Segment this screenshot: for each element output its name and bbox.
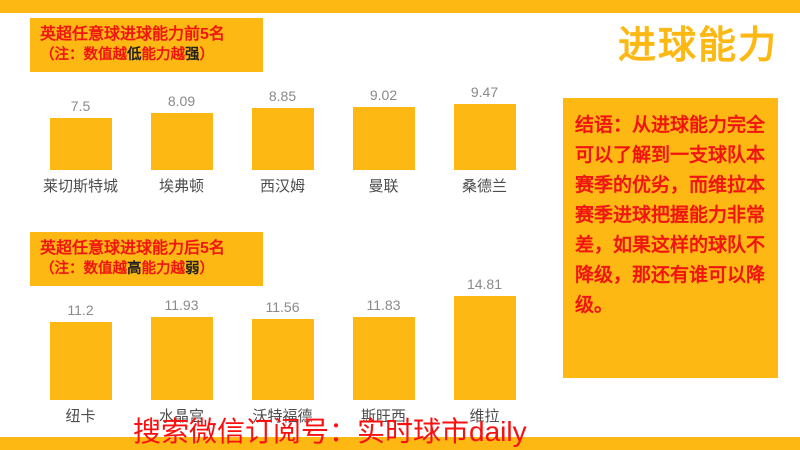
note-emphasis: 低 — [127, 46, 142, 63]
bar-value-label: 8.09 — [167, 93, 196, 110]
page-title: 进球能力 — [617, 25, 778, 67]
note-text: ） — [199, 260, 215, 277]
bottom5-header-title: 英超任意球进球能力后5名 — [40, 240, 225, 257]
bar-category-label: 沃特福德 — [252, 407, 313, 425]
top5-bar-chart: 7.5 莱切斯特城 8.09 埃弗顿 8.85 西汉姆 9.02 曼联 9.47 桑德兰 — [30, 82, 535, 196]
bar-value-label: 14.81 — [466, 276, 503, 293]
bar-value-label: 8.85 — [268, 88, 297, 105]
bar — [49, 321, 112, 400]
note-text: （注：数值越 — [40, 46, 127, 63]
top5-header-note: （注：数值越低能力越强） — [40, 46, 253, 66]
bar — [251, 108, 314, 170]
note-emphasis: 弱 — [185, 260, 200, 277]
bar-column: 14.81 维拉 — [434, 274, 535, 426]
bar-column: 9.02 曼联 — [333, 82, 434, 196]
top-border-strip — [0, 0, 800, 13]
bar-value-label: 9.47 — [470, 83, 499, 100]
bar-category-label: 纽卡 — [65, 407, 96, 425]
bar — [251, 319, 314, 400]
bottom-border-strip — [0, 437, 800, 450]
top5-header: 英超任意球进球能力前5名 （注：数值越低能力越强） — [30, 18, 263, 73]
bar — [352, 317, 415, 400]
bar-value-label: 7.5 — [70, 97, 91, 114]
bar-column: 7.5 莱切斯特城 — [30, 82, 131, 196]
note-text: （注：数值越 — [40, 260, 127, 277]
bar-category-label: 埃弗顿 — [158, 177, 204, 195]
note-text: ） — [199, 46, 215, 63]
bar-value-label: 11.93 — [164, 296, 199, 313]
bar-value-label: 11.2 — [67, 301, 94, 318]
bar-column: 11.83 斯旺西 — [333, 274, 434, 426]
bar-value-label: 9.02 — [369, 86, 398, 103]
bar — [49, 117, 112, 170]
note-emphasis: 强 — [185, 46, 200, 63]
bar-category-label: 西汉姆 — [259, 177, 305, 195]
bar-column: 9.47 桑德兰 — [434, 82, 535, 196]
bar-value-label: 11.83 — [366, 297, 401, 314]
bar-category-label: 水晶宫 — [158, 407, 204, 425]
conclusion-text: 结语：从进球能力完全可以了解到一支球队本赛季的优劣，而维拉本赛季进球把握能力非常… — [575, 115, 766, 317]
note-emphasis: 高 — [127, 260, 142, 277]
bar-column: 11.56 沃特福德 — [232, 274, 333, 426]
bottom5-header: 英超任意球进球能力后5名 （注：数值越高能力越弱） — [30, 232, 263, 287]
bar — [150, 113, 213, 170]
bar — [453, 103, 516, 170]
bar-category-label: 曼联 — [368, 177, 399, 195]
bar-column: 8.09 埃弗顿 — [131, 82, 232, 196]
bar-category-label: 斯旺西 — [360, 407, 406, 425]
bar-value-label: 11.56 — [265, 299, 300, 316]
top5-header-title: 英超任意球进球能力前5名 — [40, 26, 225, 43]
bottom5-bar-chart: 11.2 纽卡 11.93 水晶宫 11.56 沃特福德 11.83 斯旺西 14.81 维拉 — [30, 274, 535, 426]
bar-category-label: 维拉 — [469, 407, 500, 425]
wechat-watermark: 搜索微信订阅号：实时球市daily — [133, 416, 527, 447]
bar-category-label: 莱切斯特城 — [42, 177, 118, 195]
note-text: 能力越 — [141, 46, 186, 63]
bar-column: 11.2 纽卡 — [30, 274, 131, 426]
conclusion-box: 结语：从进球能力完全可以了解到一支球队本赛季的优劣，而维拉本赛季进球把握能力非常… — [563, 98, 778, 378]
bar-column: 11.93 水晶宫 — [131, 274, 232, 426]
bar-column: 8.85 西汉姆 — [232, 82, 333, 196]
bar — [453, 296, 516, 400]
note-text: 能力越 — [141, 260, 186, 277]
bar — [352, 106, 415, 170]
bar — [150, 316, 213, 400]
bar-category-label: 桑德兰 — [461, 177, 507, 195]
bottom5-header-note: （注：数值越高能力越弱） — [40, 260, 253, 280]
